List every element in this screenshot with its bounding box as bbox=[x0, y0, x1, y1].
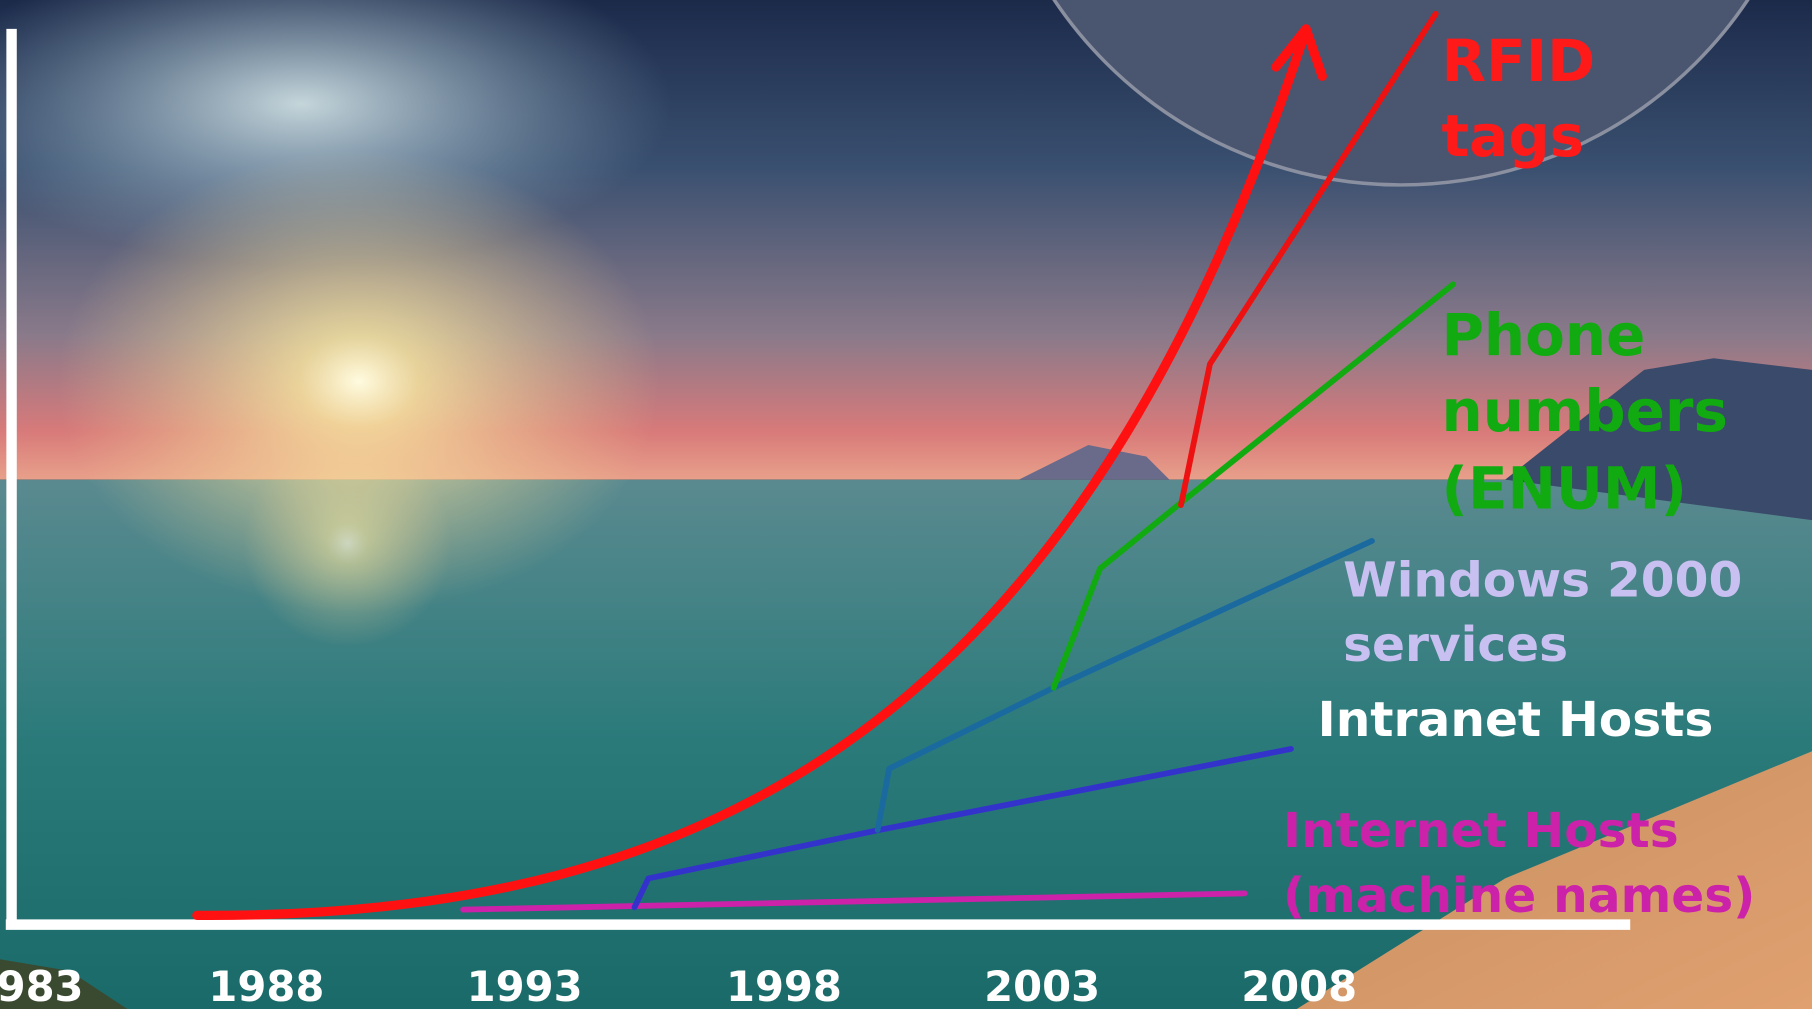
rfid-line bbox=[1178, 10, 1439, 508]
curve-label: RFID bbox=[1441, 27, 1595, 95]
curve-label: Phone bbox=[1441, 301, 1645, 369]
curve-label: (ENUM) bbox=[1441, 455, 1686, 523]
curve-label: tags bbox=[1441, 102, 1584, 170]
enum-line bbox=[1050, 281, 1456, 691]
curve-label: Internet Hosts bbox=[1283, 803, 1679, 859]
growth-curve bbox=[192, 35, 1308, 921]
x-tick-label: 1993 bbox=[467, 962, 583, 1009]
x-tick-label: 2003 bbox=[984, 962, 1100, 1009]
curve-label: Intranet Hosts bbox=[1318, 692, 1714, 748]
x-tick-label: 1983 bbox=[0, 962, 84, 1009]
curve-label: Windows 2000 bbox=[1343, 552, 1742, 608]
intranet-hosts-line bbox=[631, 746, 1294, 911]
x-tick-label: 1988 bbox=[208, 962, 324, 1009]
curves bbox=[192, 10, 1456, 921]
windows-line bbox=[874, 538, 1375, 833]
curve-label: services bbox=[1343, 617, 1568, 673]
axes bbox=[5, 28, 1631, 930]
x-tick-label: 2008 bbox=[1241, 962, 1357, 1009]
internet-hosts-line bbox=[460, 890, 1248, 913]
arrow-head bbox=[1271, 24, 1327, 81]
x-tick-label: 1998 bbox=[726, 962, 842, 1009]
labels: 1983 1988 1993 1998 2003 2008 RFID tags Phone num… bbox=[0, 27, 1755, 1009]
curve-label: numbers bbox=[1441, 377, 1727, 445]
curve-label: (machine names) bbox=[1283, 868, 1756, 924]
